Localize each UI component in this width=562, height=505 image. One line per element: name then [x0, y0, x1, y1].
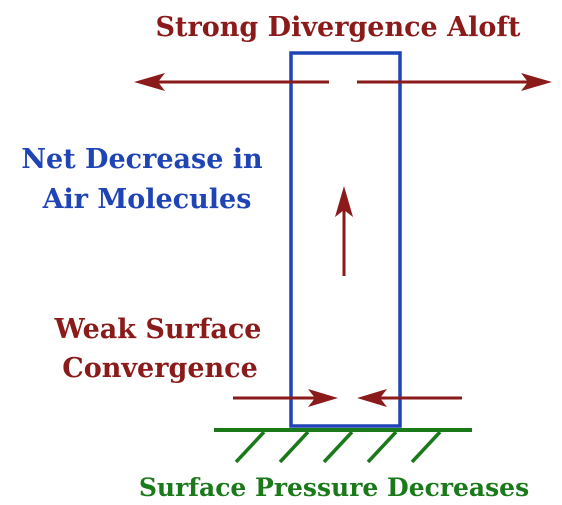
divergence-arrow-right-head	[521, 73, 552, 91]
hatch-mark	[322, 430, 354, 464]
ground-hatching	[234, 430, 442, 464]
convergence-arrow-right-head	[357, 389, 387, 407]
surface-pressure-label: Surface Pressure Decreases	[139, 473, 529, 502]
top-label: Strong Divergence Aloft	[156, 12, 521, 43]
net-decrease-label-line2: Air Molecules	[42, 184, 252, 215]
air-column	[289, 51, 402, 428]
hatch-mark	[234, 430, 266, 464]
weak-surface-label-line1: Weak Surface	[54, 314, 262, 345]
hatch-mark	[366, 430, 398, 464]
convergence-arrow-left-head	[308, 389, 338, 407]
divergence-arrow-left-head	[134, 73, 165, 91]
net-decrease-label-line1: Net Decrease in	[21, 144, 263, 175]
hatch-mark	[278, 430, 310, 464]
hatch-mark	[410, 430, 442, 464]
upward-arrow-head	[335, 186, 353, 217]
weak-surface-label-line2: Convergence	[62, 353, 258, 384]
